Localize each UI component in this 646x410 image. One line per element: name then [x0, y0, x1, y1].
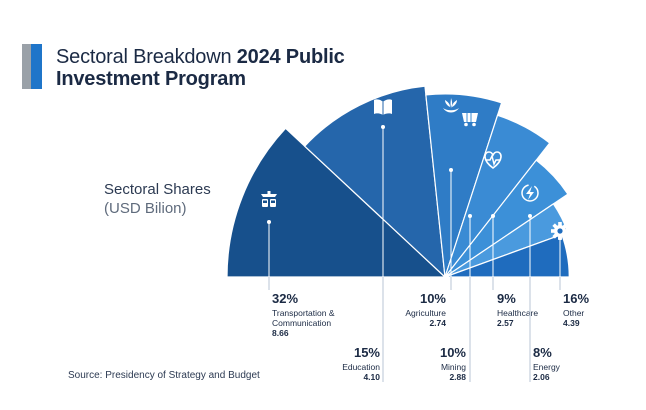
sector-label-other: Other [563, 308, 584, 318]
leader-dot-agriculture [449, 168, 453, 172]
slice-education [303, 85, 446, 279]
lightning-icon [521, 184, 539, 202]
value-label-mining: 2.88 [449, 372, 466, 382]
percent-label-transportation-communication: 32% [272, 291, 298, 306]
sector-label-agriculture: Agriculture [405, 308, 446, 318]
value-label-other: 4.39 [563, 318, 580, 328]
sector-label-transportation-communication: Communication [272, 318, 331, 328]
percent-label-healthcare: 9% [497, 291, 516, 306]
sector-label-healthcare: Healthcare [497, 308, 538, 318]
sector-label-energy: Energy [533, 362, 561, 372]
percent-label-agriculture: 10% [420, 291, 446, 306]
leader-dot-mining [468, 214, 472, 218]
title-accent-grey [22, 44, 31, 89]
value-label-energy: 2.06 [533, 372, 550, 382]
chart-subtitle: Sectoral Shares (USD Bilion) [104, 180, 211, 218]
sector-label-education: Education [342, 362, 380, 372]
leader-dot-healthcare [491, 214, 495, 218]
leader-dot-transportation-communication [267, 220, 271, 224]
percent-label-energy: 8% [533, 345, 552, 360]
leader-dot-energy [528, 214, 532, 218]
sector-label-mining: Mining [441, 362, 466, 372]
book-icon [374, 99, 392, 115]
slice-transportation-communication [226, 127, 447, 278]
agriculture-icon [443, 98, 459, 113]
value-label-education: 4.10 [363, 372, 380, 382]
leader-dot-education [381, 125, 385, 129]
subtitle-line-1: Sectoral Shares [104, 181, 211, 198]
value-label-transportation-communication: 8.66 [272, 328, 289, 338]
gear-icon [551, 222, 569, 240]
chart-title: Sectoral Breakdown 2024 Public Investmen… [56, 46, 345, 90]
heart-pulse-icon [484, 151, 502, 169]
source-note: Source: Presidency of Strategy and Budge… [68, 370, 260, 381]
percent-label-other: 16% [563, 291, 589, 306]
subtitle-unit: (USD Bilion) [104, 200, 187, 217]
title-part-2: 2024 Public [236, 46, 345, 68]
title-part-3: Investment Program [56, 68, 246, 90]
percent-label-education: 15% [354, 345, 380, 360]
transport-icon [261, 191, 277, 207]
mining-cart-icon [462, 113, 478, 127]
slice-mining [444, 114, 551, 278]
sector-label-transportation-communication: Transportation & [272, 308, 335, 318]
value-label-healthcare: 2.57 [497, 318, 514, 328]
value-label-agriculture: 2.74 [429, 318, 446, 328]
slice-agriculture [425, 93, 503, 278]
title-part-1: Sectoral Breakdown [56, 46, 237, 68]
title-accent-blue [31, 44, 42, 89]
percent-label-mining: 10% [440, 345, 466, 360]
